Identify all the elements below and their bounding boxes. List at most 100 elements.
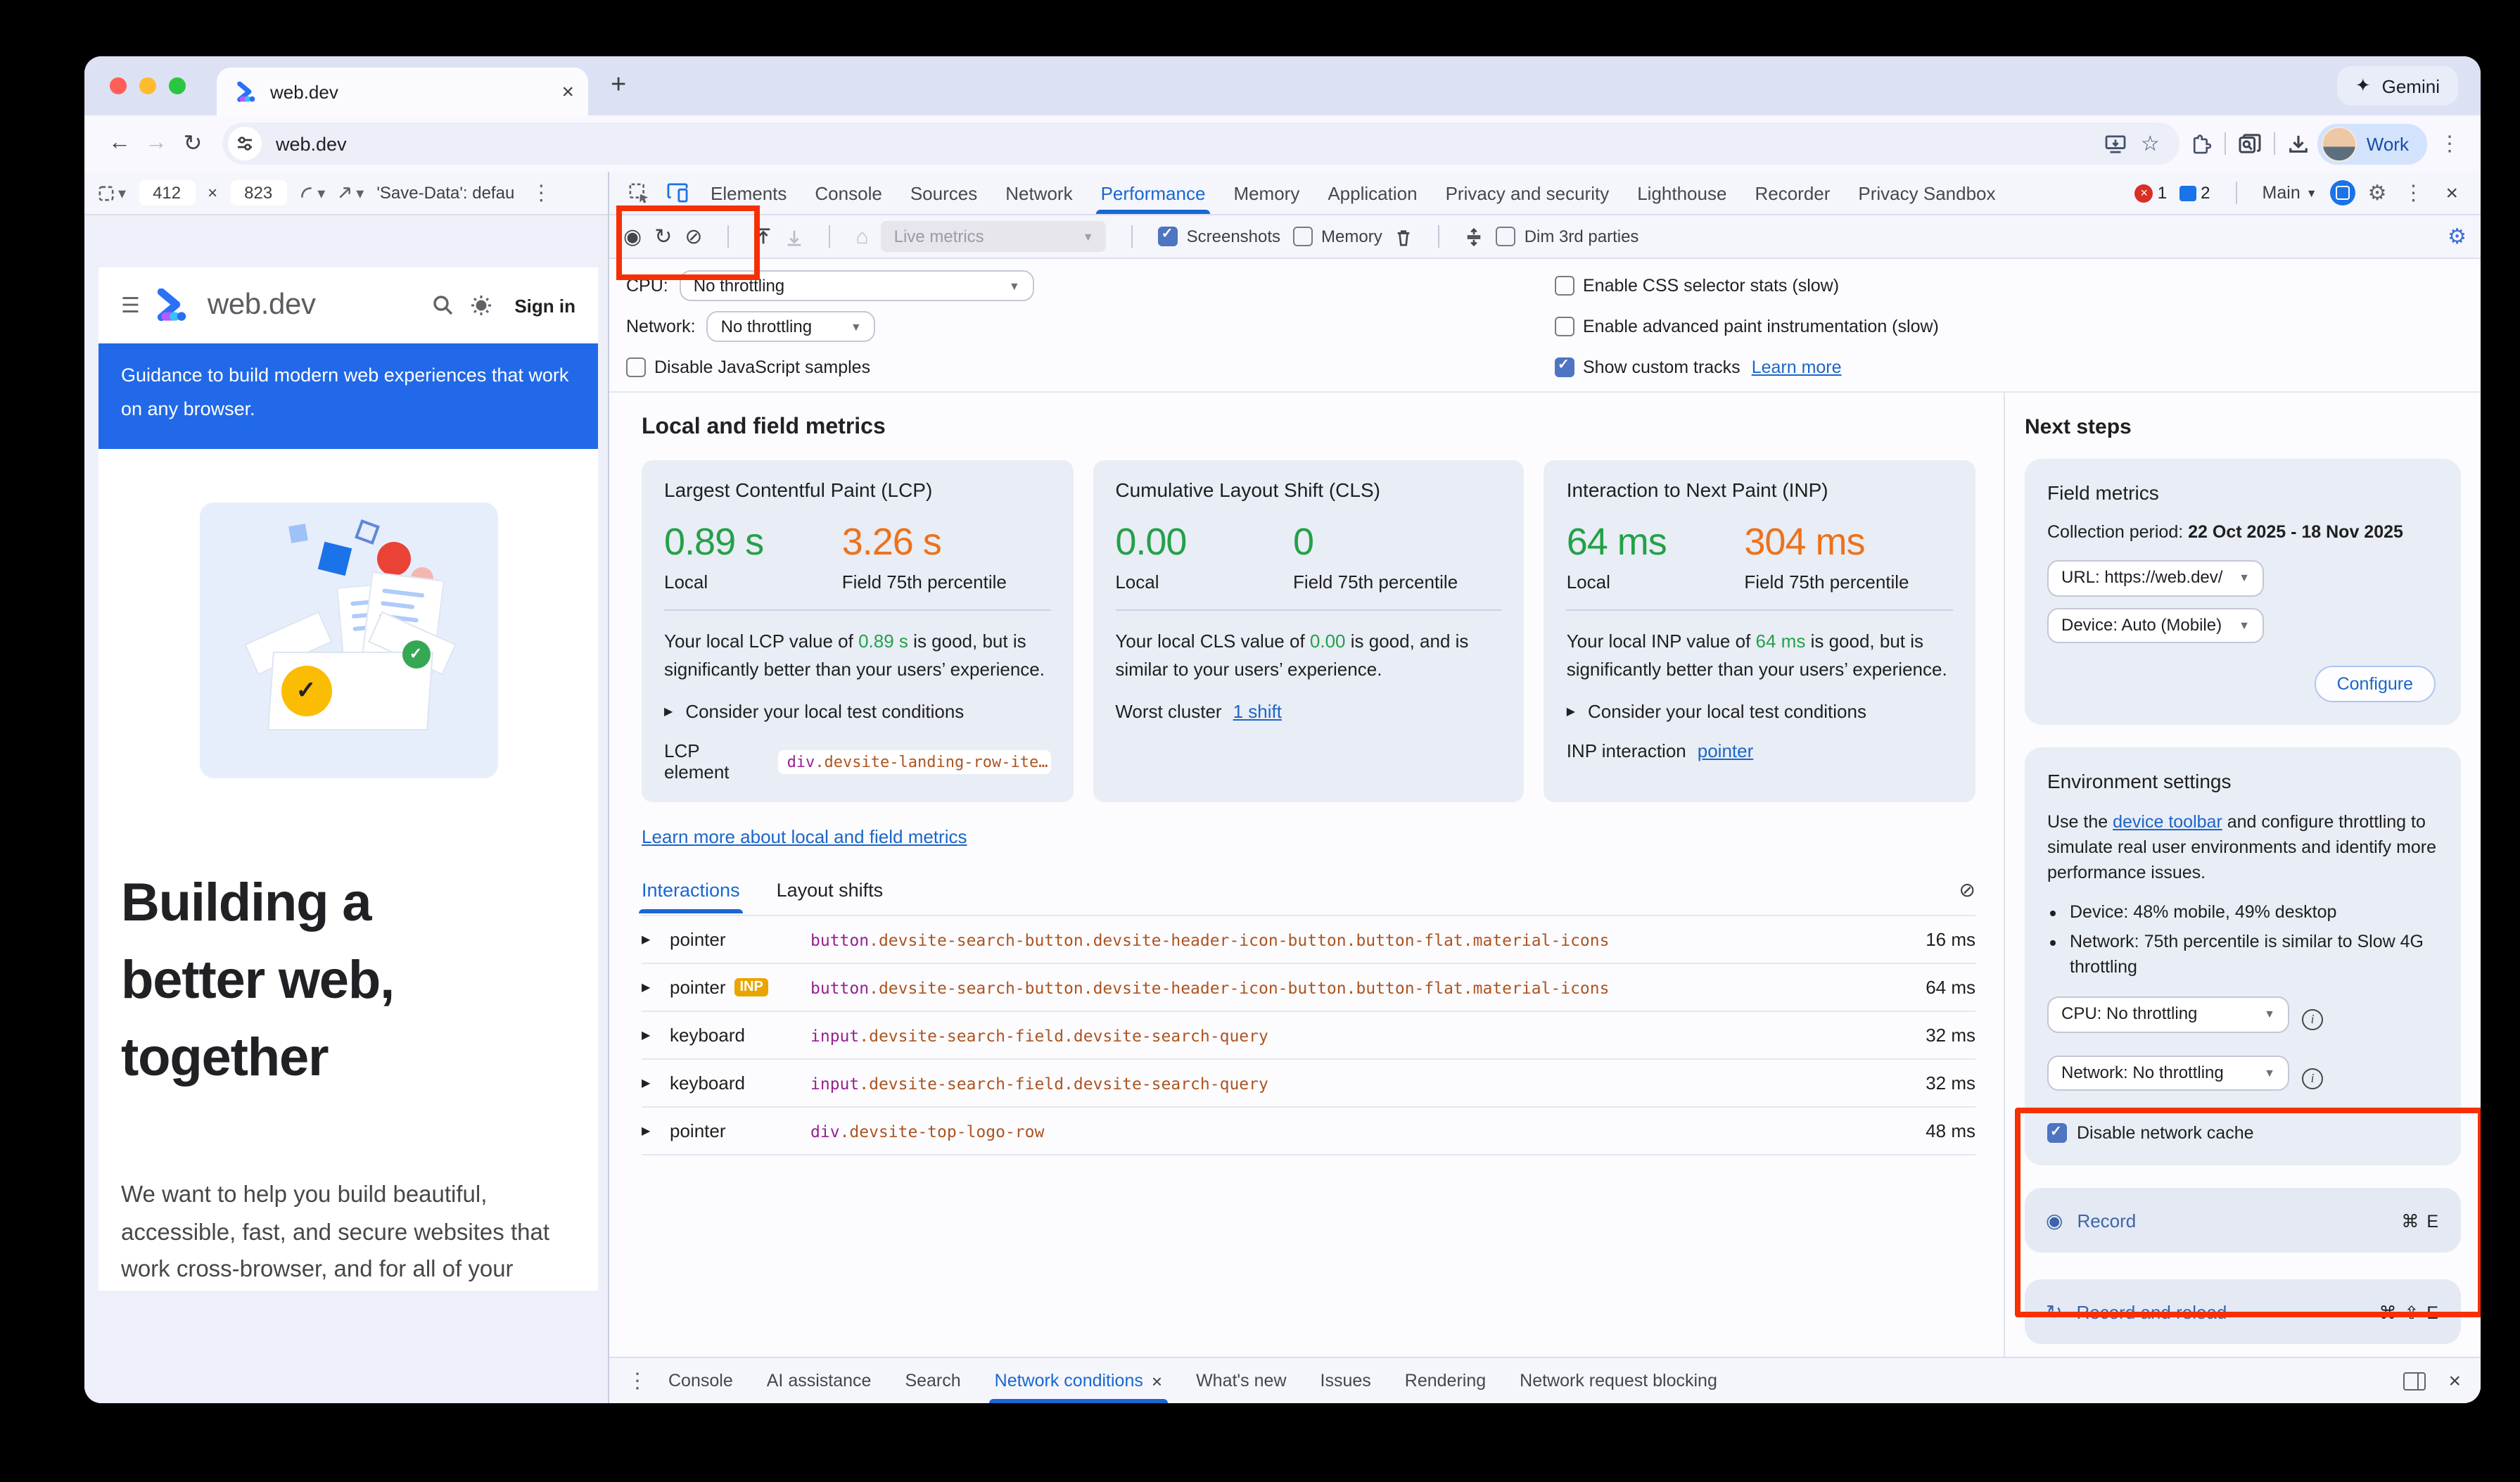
drawer-tab[interactable]: Network request blocking × bbox=[1503, 1358, 1734, 1403]
close-window-button[interactable] bbox=[110, 77, 127, 94]
checkbox-unchecked[interactable] bbox=[1555, 276, 1574, 296]
devtools-tab[interactable]: Network bbox=[1005, 182, 1073, 203]
devtools-close-icon[interactable]: × bbox=[2445, 181, 2458, 205]
memory-checkbox[interactable]: Memory bbox=[1293, 227, 1382, 246]
configure-button[interactable]: Configure bbox=[2314, 666, 2436, 703]
devtools-tab[interactable]: Recorder bbox=[1755, 182, 1831, 203]
row-expand-icon[interactable]: ▶ bbox=[642, 981, 651, 994]
network-throttling-select[interactable]: No throttling ▼ bbox=[706, 311, 876, 342]
tab-interactions[interactable]: Interactions bbox=[639, 880, 743, 913]
viewport-width-input[interactable]: 412 bbox=[139, 180, 196, 205]
custom-tracks-checkbox[interactable]: Show custom tracks bbox=[1555, 357, 1741, 377]
worst-cluster-link[interactable]: 1 shift bbox=[1233, 701, 1282, 722]
info-icon[interactable] bbox=[2302, 1009, 2323, 1031]
row-expand-icon[interactable]: ▶ bbox=[642, 1077, 651, 1089]
disable-network-cache-checkbox[interactable]: Disable network cache bbox=[2047, 1120, 2438, 1146]
context-selector[interactable]: Main ▼ bbox=[2263, 183, 2317, 203]
address-bar[interactable]: web.dev ☆ bbox=[222, 122, 2179, 165]
row-expand-icon[interactable]: ▶ bbox=[642, 1029, 651, 1041]
drawer-tab[interactable]: Rendering × bbox=[1388, 1358, 1503, 1403]
tab-close-icon[interactable]: × bbox=[561, 80, 574, 103]
screenshots-checkbox[interactable]: Screenshots bbox=[1158, 227, 1280, 246]
css-selector-stats-checkbox[interactable]: Enable CSS selector stats (slow) bbox=[1555, 276, 1839, 296]
drawer-tab-close-icon[interactable]: × bbox=[1151, 1370, 1163, 1391]
site-search-icon[interactable] bbox=[431, 294, 454, 317]
record-and-reload-icon[interactable]: ↻ bbox=[654, 224, 673, 248]
devtools-settings-icon[interactable]: ⚙ bbox=[2367, 182, 2387, 205]
checkbox-unchecked[interactable] bbox=[626, 357, 646, 377]
checkbox-unchecked[interactable] bbox=[1293, 227, 1313, 246]
devtools-tab[interactable]: Elements bbox=[711, 182, 787, 203]
drawer-tab[interactable]: AI assistance × bbox=[750, 1358, 889, 1403]
drawer-close-icon[interactable]: × bbox=[2448, 1369, 2461, 1393]
devtools-tab[interactable]: Lighthouse bbox=[1637, 182, 1727, 203]
row-expand-icon[interactable]: ▶ bbox=[642, 1125, 651, 1137]
shortcuts-dialog-icon[interactable] bbox=[1465, 227, 1484, 246]
checkbox-checked[interactable] bbox=[1158, 227, 1178, 246]
env-cpu-select[interactable]: CPU: No throttling ▼ bbox=[2047, 996, 2289, 1033]
table-row[interactable]: ▶ keyboard input.devsite-search-field.de… bbox=[642, 1011, 1975, 1058]
browser-menu-icon[interactable]: ⋮ bbox=[2439, 132, 2460, 156]
device-toolbar-link[interactable]: device toolbar bbox=[2113, 811, 2222, 831]
field-device-select[interactable]: Device: Auto (Mobile) ▼ bbox=[2047, 607, 2264, 644]
forward-button[interactable]: → bbox=[145, 131, 167, 155]
inp-expander[interactable]: ▶ Consider your local test conditions bbox=[1567, 701, 1953, 722]
row-expand-icon[interactable]: ▶ bbox=[642, 933, 651, 946]
device-toolbar-toggle-icon[interactable] bbox=[658, 183, 696, 203]
drawer-tab[interactable]: Console × bbox=[651, 1358, 750, 1403]
devtools-tab[interactable]: Privacy and security bbox=[1445, 182, 1610, 203]
drawer-tab[interactable]: Network conditions × bbox=[978, 1358, 1179, 1403]
table-row[interactable]: ▶ keyboard input.devsite-search-field.de… bbox=[642, 1058, 1975, 1106]
issues-badge[interactable]: 2 bbox=[2179, 183, 2210, 203]
hamburger-menu-icon[interactable]: ☰ bbox=[121, 294, 140, 318]
dim-3rd-parties-checkbox[interactable]: Dim 3rd parties bbox=[1496, 227, 1638, 246]
env-network-select[interactable]: Network: No throttling ▼ bbox=[2047, 1055, 2289, 1091]
drawer-tab[interactable]: What's new × bbox=[1179, 1358, 1303, 1403]
clear-log-icon[interactable]: ⊘ bbox=[1959, 878, 1975, 901]
viewport-height-input[interactable]: 823 bbox=[230, 180, 287, 205]
capture-settings-icon[interactable]: ⚙ bbox=[2448, 225, 2467, 249]
checkbox-checked[interactable] bbox=[1555, 357, 1574, 377]
lcp-expander[interactable]: ▶ Consider your local test conditions bbox=[664, 701, 1050, 722]
profile-chip[interactable]: Work bbox=[2317, 123, 2427, 164]
back-button[interactable]: ← bbox=[108, 131, 131, 155]
inspect-element-icon[interactable] bbox=[621, 182, 658, 203]
browser-tab[interactable]: web.dev × bbox=[217, 68, 588, 115]
throttling-dropdown[interactable]: ▾ bbox=[338, 184, 364, 202]
device-posture-icon[interactable] bbox=[2329, 180, 2355, 205]
tab-layout-shifts[interactable]: Layout shifts bbox=[776, 880, 884, 901]
devtools-tab[interactable]: Application bbox=[1328, 182, 1418, 203]
metrics-learn-more-link[interactable]: Learn more about local and field metrics bbox=[642, 826, 967, 847]
field-url-select[interactable]: URL: https://web.dev/ ▼ bbox=[2047, 560, 2264, 597]
lcp-element-link[interactable]: div.devsite-landing-row-ite… bbox=[778, 749, 1051, 773]
checkbox-unchecked[interactable] bbox=[1496, 227, 1516, 246]
devtools-menu-icon[interactable]: ⋮ bbox=[2403, 182, 2424, 205]
disable-js-samples-checkbox[interactable]: Disable JavaScript samples bbox=[626, 357, 870, 377]
site-brand[interactable]: web.dev bbox=[207, 289, 316, 321]
checkbox-checked[interactable] bbox=[2047, 1123, 2067, 1144]
sign-in-button[interactable]: Sign in bbox=[514, 295, 575, 316]
devtools-tab[interactable]: Console bbox=[815, 182, 882, 203]
inp-interaction-link[interactable]: pointer bbox=[1697, 740, 1754, 761]
record-icon[interactable]: ◉ bbox=[623, 224, 642, 248]
device-type-dropdown[interactable]: ▾ bbox=[98, 184, 126, 202]
record-and-reload-button[interactable]: ↻ Record and reload ⌘ ⇧ E bbox=[2025, 1279, 2461, 1345]
zoom-dropdown[interactable]: ▾ bbox=[299, 184, 325, 202]
table-row[interactable]: ▶ pointer div.devsite-top-logo-row 48 ms bbox=[642, 1106, 1975, 1154]
bookmark-icon[interactable]: ☆ bbox=[2140, 132, 2160, 156]
devtools-tab[interactable]: Sources bbox=[910, 182, 978, 203]
record-button[interactable]: ◉ Record ⌘ E bbox=[2025, 1188, 2461, 1253]
tab-search-icon[interactable] bbox=[2239, 134, 2261, 153]
extensions-icon[interactable] bbox=[2191, 133, 2212, 154]
info-icon[interactable] bbox=[2302, 1068, 2323, 1089]
home-icon[interactable]: ⌂ bbox=[855, 224, 869, 248]
downloads-icon[interactable] bbox=[2288, 133, 2309, 154]
maximize-window-button[interactable] bbox=[169, 77, 186, 94]
devtools-tab[interactable]: Memory bbox=[1233, 182, 1300, 203]
checkbox-unchecked[interactable] bbox=[1555, 317, 1574, 336]
learn-more-link[interactable]: Learn more bbox=[1751, 357, 1842, 377]
install-app-icon[interactable] bbox=[2106, 134, 2127, 153]
table-row[interactable]: ▶ pointer INP button.devsite-search-butt… bbox=[642, 963, 1975, 1011]
devtools-tab[interactable]: Privacy Sandbox bbox=[1858, 182, 1996, 203]
devtools-tab[interactable]: Performance bbox=[1087, 172, 1220, 214]
